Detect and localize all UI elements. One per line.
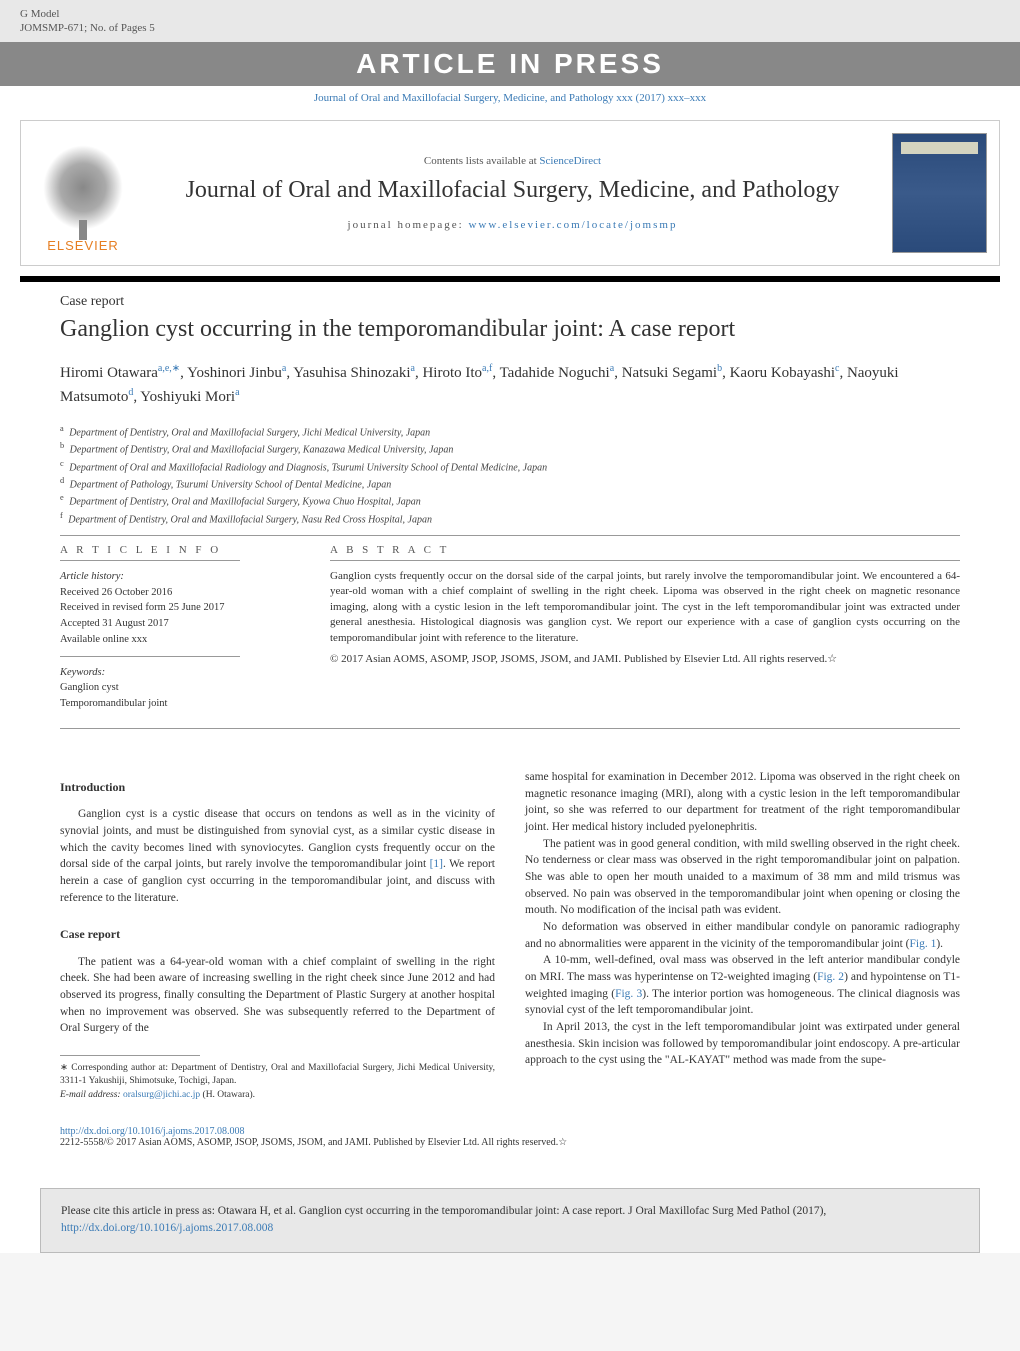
journal-link-anchor[interactable]: Journal of Oral and Maxillofacial Surger… <box>314 92 706 104</box>
abstract: A B S T R A C T Ganglion cysts frequentl… <box>330 544 960 720</box>
author: Kaoru Kobayashic <box>730 365 840 381</box>
issn-copyright: 2212-5558/© 2017 Asian AOMS, ASOMP, JSOP… <box>60 1137 960 1148</box>
elsevier-logo: ELSEVIER <box>33 133 133 253</box>
page: G Model JOMSMP-671; No. of Pages 5 ARTIC… <box>0 0 1020 1253</box>
body-paragraph: A 10-mm, well-defined, oval mass was obs… <box>525 952 960 1019</box>
journal-homepage: journal homepage: www.elsevier.com/locat… <box>153 219 872 231</box>
body-columns: Introduction Ganglion cyst is a cystic d… <box>60 769 960 1102</box>
body-paragraph: No deformation was observed in either ma… <box>525 919 960 952</box>
abstract-text: Ganglion cysts frequently occur on the d… <box>330 569 960 646</box>
email-link[interactable]: oralsurg@jichi.ac.jp <box>123 1090 200 1100</box>
figure-link[interactable]: Fig. 1 <box>910 938 937 950</box>
journal-title: Journal of Oral and Maxillofacial Surger… <box>153 175 872 206</box>
article-info: A R T I C L E I N F O Article history: R… <box>60 544 290 720</box>
content: Case report Ganglion cyst occurring in t… <box>0 282 1020 1168</box>
figure-link[interactable]: Fig. 2 <box>817 971 844 983</box>
divider <box>60 728 960 729</box>
journal-header: ELSEVIER Contents lists available at Sci… <box>20 120 1000 266</box>
affiliation: b Department of Dentistry, Oral and Maxi… <box>60 440 960 457</box>
right-column: same hospital for examination in Decembe… <box>525 769 960 1102</box>
footnote-email: E-mail address: oralsurg@jichi.ac.jp (H.… <box>60 1089 495 1102</box>
journal-citation-link: Journal of Oral and Maxillofacial Surger… <box>0 86 1020 110</box>
footnote-text: ∗ Corresponding author at: Department of… <box>60 1062 495 1089</box>
reference-link[interactable]: [1] <box>430 858 443 870</box>
body-paragraph: same hospital for examination in Decembe… <box>525 769 960 836</box>
affiliation: e Department of Dentistry, Oral and Maxi… <box>60 492 960 509</box>
pages-label: JOMSMP-671; No. of Pages 5 <box>20 22 1000 34</box>
affiliation: a Department of Dentistry, Oral and Maxi… <box>60 423 960 440</box>
author: Yoshiyuki Moria <box>140 389 239 405</box>
author: Yasuhisa Shinozakia <box>293 365 415 381</box>
gmodel-label: G Model <box>20 8 1000 20</box>
case-report-heading: Case report <box>60 926 495 943</box>
elsevier-tree-icon <box>43 145 123 230</box>
left-column: Introduction Ganglion cyst is a cystic d… <box>60 769 495 1102</box>
corresponding-author-footnote: ∗ Corresponding author at: Department of… <box>60 1062 495 1102</box>
keyword: Temporomandibular joint <box>60 696 290 712</box>
article-info-heading: A R T I C L E I N F O <box>60 544 290 556</box>
introduction-heading: Introduction <box>60 779 495 796</box>
sciencedirect-link[interactable]: ScienceDirect <box>539 155 601 167</box>
received-date: Received 26 October 2016 <box>60 585 290 601</box>
affiliations: a Department of Dentistry, Oral and Maxi… <box>60 423 960 527</box>
author: Hiromi Otawaraa,e,∗ <box>60 365 180 381</box>
abstract-copyright: © 2017 Asian AOMS, ASOMP, JSOP, JSOMS, J… <box>330 652 960 665</box>
abstract-heading: A B S T R A C T <box>330 544 960 556</box>
article-history: Article history: Received 26 October 201… <box>60 569 290 648</box>
footnote-separator <box>60 1055 200 1056</box>
journal-cover-thumbnail <box>892 133 987 253</box>
online-date: Available online xxx <box>60 632 290 648</box>
abstract-divider <box>330 560 960 561</box>
journal-center: Contents lists available at ScienceDirec… <box>133 155 892 230</box>
cite-text: Please cite this article in press as: Ot… <box>61 1205 826 1217</box>
body-paragraph: The patient was in good general conditio… <box>525 836 960 919</box>
keywords-block: Keywords: Ganglion cyst Temporomandibula… <box>60 665 290 712</box>
author: Tadahide Noguchia <box>500 365 615 381</box>
history-label: Article history: <box>60 569 290 585</box>
body-paragraph: In April 2013, the cyst in the left temp… <box>525 1019 960 1069</box>
author: Hiroto Itoa,f <box>422 365 492 381</box>
citation-box: Please cite this article in press as: Ot… <box>40 1188 980 1253</box>
info-divider <box>60 656 240 657</box>
divider <box>60 535 960 536</box>
intro-paragraph: Ganglion cyst is a cystic disease that o… <box>60 806 495 906</box>
revised-date: Received in revised form 25 June 2017 <box>60 600 290 616</box>
info-divider <box>60 560 240 561</box>
homepage-label: journal homepage: <box>348 219 469 231</box>
figure-link[interactable]: Fig. 3 <box>615 988 642 1000</box>
contents-lists-label: Contents lists available at <box>424 155 539 167</box>
keyword: Ganglion cyst <box>60 680 290 696</box>
affiliation: f Department of Dentistry, Oral and Maxi… <box>60 510 960 527</box>
info-abstract-row: A R T I C L E I N F O Article history: R… <box>60 544 960 720</box>
article-type: Case report <box>60 294 960 310</box>
keywords-label: Keywords: <box>60 665 290 681</box>
author: Yoshinori Jinbua <box>187 365 286 381</box>
contents-lists: Contents lists available at ScienceDirec… <box>153 155 872 167</box>
authors: Hiromi Otawaraa,e,∗, Yoshinori Jinbua, Y… <box>60 361 960 409</box>
article-in-press-banner: ARTICLE IN PRESS <box>0 42 1020 86</box>
affiliation: c Department of Oral and Maxillofacial R… <box>60 458 960 475</box>
doi-block: http://dx.doi.org/10.1016/j.ajoms.2017.0… <box>60 1126 960 1148</box>
case-paragraph: The patient was a 64-year-old woman with… <box>60 954 495 1037</box>
doi-link[interactable]: http://dx.doi.org/10.1016/j.ajoms.2017.0… <box>60 1126 245 1137</box>
homepage-url[interactable]: www.elsevier.com/locate/jomsmp <box>468 219 677 231</box>
affiliation: d Department of Pathology, Tsurumi Unive… <box>60 475 960 492</box>
accepted-date: Accepted 31 August 2017 <box>60 616 290 632</box>
header-bar: G Model JOMSMP-671; No. of Pages 5 <box>0 0 1020 42</box>
article-title: Ganglion cyst occurring in the temporoma… <box>60 316 960 343</box>
cite-doi-link[interactable]: http://dx.doi.org/10.1016/j.ajoms.2017.0… <box>61 1222 273 1234</box>
elsevier-text: ELSEVIER <box>47 238 119 253</box>
author: Natsuki Segamib <box>622 365 722 381</box>
